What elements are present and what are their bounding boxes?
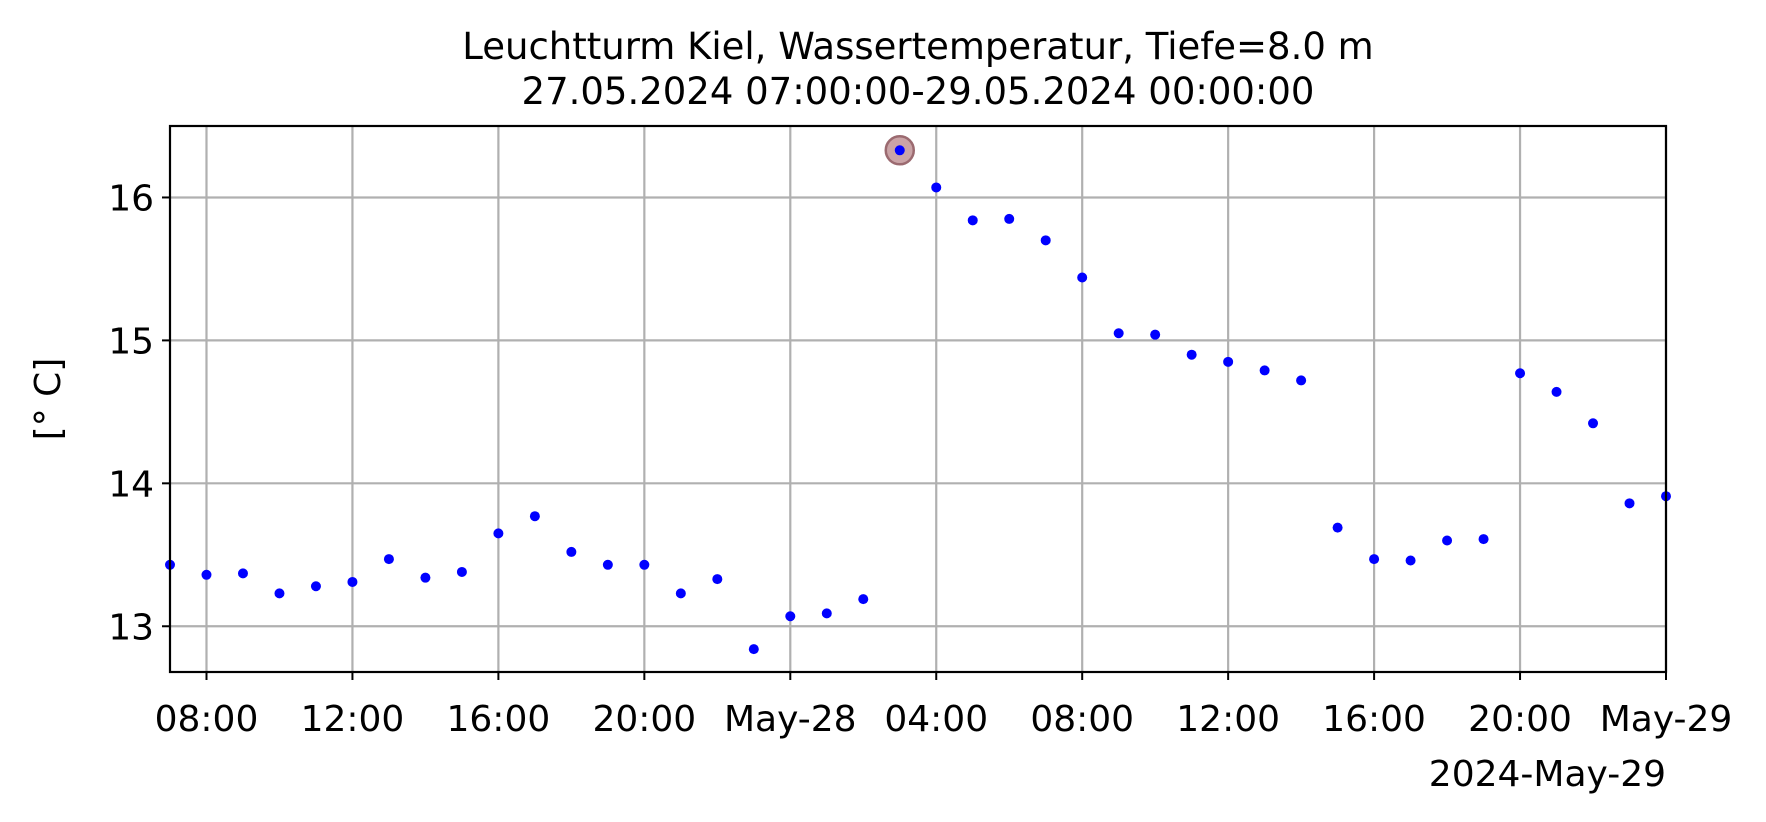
data-point bbox=[1405, 555, 1416, 566]
data-point bbox=[1077, 272, 1088, 283]
data-point bbox=[748, 644, 759, 655]
y-tick-label: 16 bbox=[108, 178, 154, 219]
y-axis-label: [° C] bbox=[28, 358, 69, 441]
data-point bbox=[1369, 554, 1380, 565]
data-point bbox=[1515, 368, 1526, 379]
y-tick-label: 14 bbox=[108, 464, 154, 505]
data-point bbox=[529, 511, 540, 522]
data-point bbox=[1186, 349, 1197, 360]
data-point bbox=[821, 608, 832, 619]
data-points bbox=[165, 145, 1671, 655]
x-tick-label: 16:00 bbox=[447, 699, 551, 740]
data-point bbox=[1259, 365, 1270, 376]
data-point bbox=[602, 559, 613, 570]
data-point bbox=[1551, 386, 1562, 397]
data-point bbox=[785, 611, 796, 622]
x-tick-label: 20:00 bbox=[1468, 699, 1572, 740]
x-tick-label: 08:00 bbox=[155, 699, 259, 740]
x-tick-label: 16:00 bbox=[1322, 699, 1426, 740]
data-point bbox=[1442, 535, 1453, 546]
data-point bbox=[1478, 534, 1489, 545]
data-point bbox=[237, 568, 248, 579]
data-point bbox=[967, 215, 978, 226]
x-tick-label: May-28 bbox=[724, 699, 857, 740]
x-tick-label: 12:00 bbox=[1176, 699, 1280, 740]
data-point bbox=[493, 528, 504, 539]
data-point bbox=[1332, 522, 1343, 533]
data-point bbox=[931, 182, 942, 193]
data-point bbox=[420, 572, 431, 583]
x-tick-label: 12:00 bbox=[301, 699, 405, 740]
data-point bbox=[894, 145, 905, 156]
data-point bbox=[310, 581, 321, 592]
data-point bbox=[1150, 329, 1161, 340]
data-point bbox=[347, 576, 358, 587]
chart-subtitle: 27.05.2024 07:00:00-29.05.2024 00:00:00 bbox=[522, 70, 1315, 113]
data-point bbox=[675, 588, 686, 599]
data-point bbox=[712, 574, 723, 585]
x-tick-label: 08:00 bbox=[1030, 699, 1134, 740]
chart-title: Leuchtturm Kiel, Wassertemperatur, Tiefe… bbox=[462, 25, 1373, 68]
data-point bbox=[1040, 235, 1051, 246]
data-point bbox=[1296, 375, 1307, 386]
data-point bbox=[201, 569, 212, 580]
y-tick-label: 13 bbox=[108, 607, 154, 648]
data-point bbox=[383, 554, 394, 565]
data-point bbox=[274, 588, 285, 599]
data-point bbox=[1588, 418, 1599, 429]
plot-frame bbox=[168, 124, 1668, 674]
data-point bbox=[1113, 328, 1124, 339]
data-point bbox=[1004, 213, 1015, 224]
y-tick-label: 15 bbox=[108, 321, 154, 362]
axis-ticks: 08:00 12:00 16:00 20:00 May-28 04:00 08:00 12:0… bbox=[108, 178, 1732, 740]
data-point bbox=[1223, 356, 1234, 367]
data-point bbox=[639, 559, 650, 570]
data-point bbox=[566, 546, 577, 557]
x-axis-offset-label: 2024-May-29 bbox=[1429, 754, 1666, 795]
x-tick-label: May-29 bbox=[1600, 699, 1733, 740]
data-point bbox=[1624, 498, 1635, 509]
grid-lines bbox=[170, 126, 1668, 672]
data-point bbox=[456, 566, 467, 577]
x-tick-label: 04:00 bbox=[884, 699, 988, 740]
data-point bbox=[858, 594, 869, 605]
x-tick-label: 20:00 bbox=[592, 699, 696, 740]
